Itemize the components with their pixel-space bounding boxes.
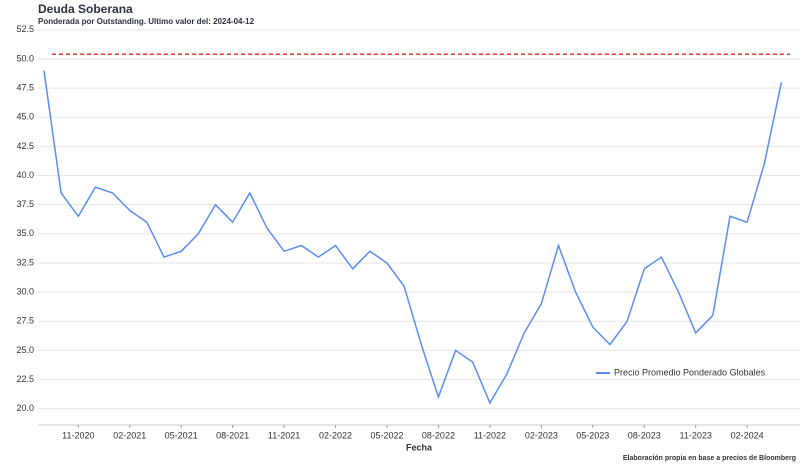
x-tick-label: 08-2023 <box>628 430 661 440</box>
x-tick-label: 11-2021 <box>268 430 300 440</box>
chart-title: Deuda Soberana <box>38 2 133 16</box>
x-tick-label: 11-2020 <box>62 430 94 440</box>
x-tick-label: 05-2021 <box>165 430 198 440</box>
legend-label: Precio Promedio Ponderado Globales <box>614 367 766 377</box>
x-tick-label: 02-2023 <box>525 430 558 440</box>
y-tick-label: 40.0 <box>16 170 34 180</box>
x-tick-label: 05-2022 <box>370 430 403 440</box>
x-tick-label: 02-2024 <box>731 430 764 440</box>
y-tick-label: 27.5 <box>16 316 34 326</box>
x-tick-label: 08-2021 <box>216 430 249 440</box>
x-tick-label: 05-2023 <box>576 430 609 440</box>
x-tick-label: 11-2022 <box>474 430 506 440</box>
y-tick-label: 52.5 <box>16 24 34 34</box>
y-tick-label: 22.5 <box>16 374 34 384</box>
x-tick-label: 11-2023 <box>680 430 712 440</box>
chart-subtitle: Ponderada por Outstanding. Ultimo valor … <box>38 17 255 26</box>
y-tick-label: 45.0 <box>16 112 34 122</box>
data-line <box>43 70 783 405</box>
y-tick-label: 47.5 <box>16 82 34 92</box>
y-tick-label: 50.0 <box>16 53 34 63</box>
y-tick-label: 32.5 <box>16 257 34 267</box>
x-tick-label: 08-2022 <box>422 430 455 440</box>
y-tick-label: 37.5 <box>16 199 34 209</box>
y-tick-label: 42.5 <box>16 141 34 151</box>
x-tick-label: 02-2022 <box>319 430 352 440</box>
footnote: Elaboración propia en base a precios de … <box>623 455 796 462</box>
y-tick-label: 30.0 <box>16 286 34 296</box>
x-axis-label: Fecha <box>406 442 433 452</box>
y-tick-label: 35.0 <box>16 228 34 238</box>
x-tick-label: 02-2021 <box>113 430 146 440</box>
y-tick-label: 25.0 <box>16 345 34 355</box>
y-tick-label: 20.0 <box>16 403 34 413</box>
